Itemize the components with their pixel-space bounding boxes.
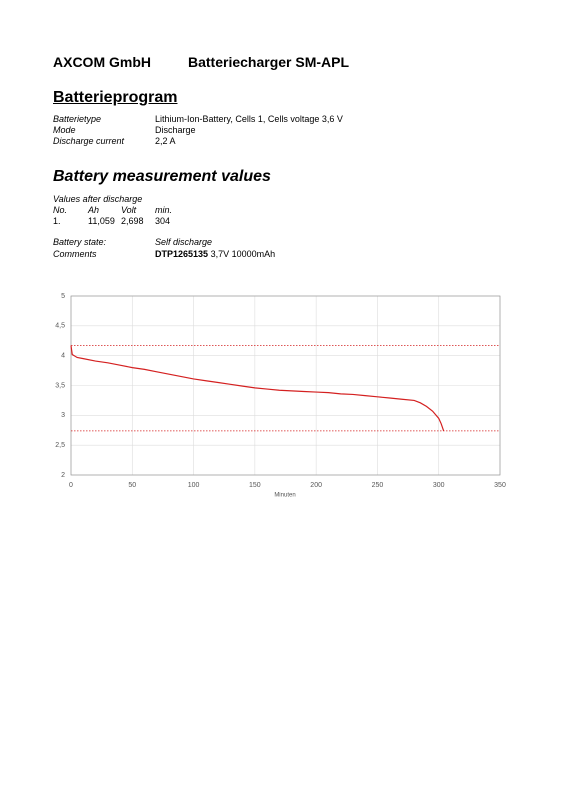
comment: DTP1265135 3,7V 10000mAh xyxy=(155,249,275,259)
label: Comments xyxy=(53,249,97,259)
chart: Minuten 22,533,544,550 50 100 150 200 250 300 3… xyxy=(55,293,506,499)
column-header: Volt xyxy=(121,205,137,215)
x-tick-label: 350 xyxy=(494,482,506,489)
x-tick-label: 200 xyxy=(310,482,322,489)
section-title: Battery measurement values xyxy=(53,168,271,185)
product: Batteriecharger SM-APL xyxy=(188,54,350,70)
y-tick-label: 2,5 xyxy=(55,442,65,449)
y-tick-label: 5 xyxy=(61,293,65,300)
comment-code: DTP1265135 xyxy=(155,249,209,259)
section-title: Batterieprogram xyxy=(53,89,178,106)
y-tick-label: 2 xyxy=(61,472,65,479)
subtitle: Values after discharge xyxy=(53,194,143,204)
label: Batterietype xyxy=(53,114,102,124)
value: Lithium-Ion-Battery, Cells 1, Cells volt… xyxy=(155,114,343,124)
plot-border xyxy=(70,295,501,476)
cell: 1. xyxy=(53,216,61,226)
column-header: min. xyxy=(155,205,173,215)
column-header: Ah xyxy=(88,205,100,215)
y-tick-label: 4 xyxy=(61,353,65,360)
column-header: No. xyxy=(53,205,68,215)
x-tick-label: 150 xyxy=(249,482,261,489)
y-tick-label: 4,5 xyxy=(55,323,65,330)
value: 2,2 A xyxy=(155,136,176,146)
line xyxy=(70,345,445,432)
y-tick-label: 3,5 xyxy=(55,382,65,389)
x-tick-label: 250 xyxy=(372,482,384,489)
x-tick-label: 50 xyxy=(128,482,136,489)
x-tick-label: 300 xyxy=(433,482,445,489)
cell: 2,698 xyxy=(121,216,144,226)
label: Discharge current xyxy=(53,136,125,146)
label: Mode xyxy=(53,125,76,135)
value: Discharge xyxy=(155,125,196,135)
y-tick-label: 3 xyxy=(61,412,65,419)
x-tick-label: 100 xyxy=(188,482,200,489)
value: Self discharge xyxy=(155,237,213,247)
cell: 11,059 xyxy=(88,216,115,226)
comment-text: 3,7V 10000mAh xyxy=(210,249,276,259)
label: Battery state: xyxy=(53,237,107,247)
x-axis-label: Minuten xyxy=(274,493,295,499)
x-tick-label: 0 xyxy=(69,482,73,489)
cell: 304 xyxy=(155,216,171,226)
company: AXCOM GmbH xyxy=(53,54,151,70)
